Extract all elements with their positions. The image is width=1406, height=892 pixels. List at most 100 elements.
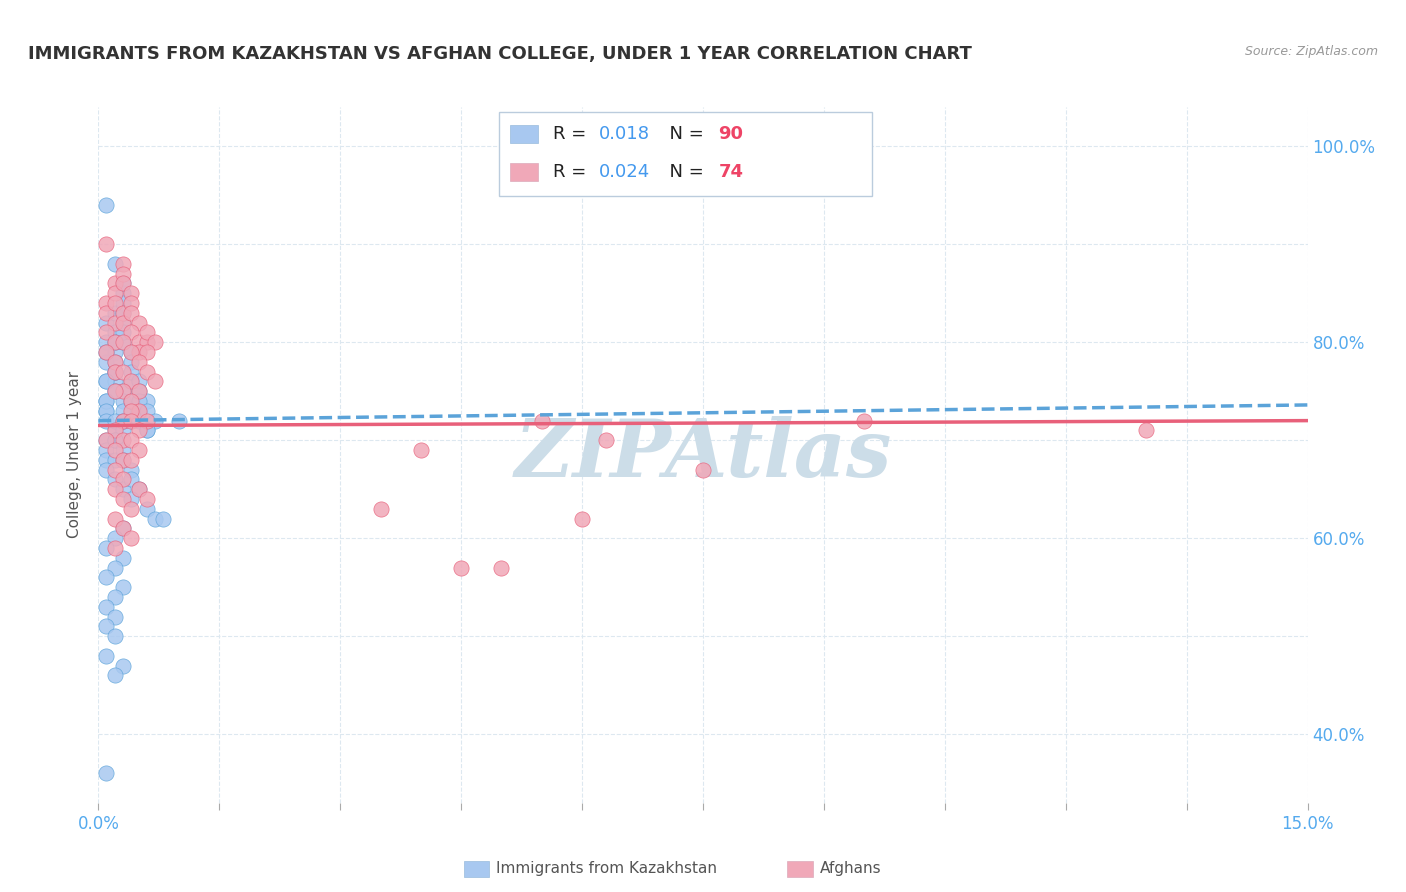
Point [111,521,134,535]
Text: ZIPAtlas: ZIPAtlas [515,417,891,493]
Text: IMMIGRANTS FROM KAZAKHSTAN VS AFGHAN COLLEGE, UNDER 1 YEAR CORRELATION CHART: IMMIGRANTS FROM KAZAKHSTAN VS AFGHAN COL… [28,45,972,62]
Point [96,599,118,614]
Point [96,375,118,389]
Point [96,462,118,476]
Point [103,316,125,330]
Point [96,434,118,448]
Point [167,414,190,428]
Point [135,501,157,516]
Point [103,365,125,379]
Point [103,384,125,399]
Point [135,414,157,428]
Point [111,550,134,565]
Point [491,560,513,574]
Point [111,580,134,594]
Point [103,424,125,438]
Point [143,375,166,389]
Point [103,335,125,350]
Point [96,452,118,467]
Point [450,560,472,574]
Point [103,326,125,340]
Point [103,452,125,467]
Point [128,316,150,330]
Point [120,414,142,428]
Point [409,443,432,458]
Point [103,424,125,438]
Point [111,286,134,301]
Point [120,345,142,359]
Point [120,306,142,320]
Point [128,424,150,438]
Point [135,424,157,438]
Point [128,482,150,496]
Point [128,394,150,409]
Point [111,365,134,379]
Point [111,335,134,350]
Point [96,345,118,359]
Point [103,629,125,643]
Point [103,296,125,310]
Text: Afghans: Afghans [820,862,882,876]
Point [111,472,134,486]
Point [111,452,134,467]
Point [128,404,150,418]
Point [135,326,157,340]
Point [103,277,125,291]
Point [111,443,134,458]
Point [111,491,134,506]
Point [111,316,134,330]
Point [96,355,118,369]
Point [111,482,134,496]
Point [111,384,134,399]
Y-axis label: College, Under 1 year: College, Under 1 year [67,371,83,539]
Text: 0.024: 0.024 [599,163,650,181]
Point [103,531,125,545]
Point [120,345,142,359]
Point [111,404,134,418]
Point [152,511,174,525]
Point [111,424,134,438]
Point [692,462,714,476]
Point [103,384,125,399]
Point [103,306,125,320]
Point [120,491,142,506]
Text: 0.018: 0.018 [599,125,650,143]
Point [135,394,157,409]
Point [143,511,166,525]
Point [128,404,150,418]
Point [111,277,134,291]
Point [128,384,150,399]
Point [135,404,157,418]
Point [103,609,125,624]
Point [128,345,150,359]
Point [111,658,134,673]
Point [128,375,150,389]
Point [111,452,134,467]
Point [96,404,118,418]
Point [103,541,125,555]
Point [111,434,134,448]
Point [103,384,125,399]
Point [111,296,134,310]
Point [103,365,125,379]
Point [120,434,142,448]
Point [111,394,134,409]
Point [111,414,134,428]
Text: R =: R = [553,125,592,143]
Point [103,668,125,682]
Point [120,326,142,340]
Point [128,384,150,399]
Point [135,365,157,379]
Point [103,590,125,604]
Point [120,452,142,467]
Point [103,472,125,486]
Point [103,462,125,476]
Point [530,414,553,428]
Point [111,384,134,399]
Point [96,316,118,330]
Point [111,335,134,350]
Point [143,335,166,350]
Point [571,511,593,525]
Point [111,326,134,340]
Point [103,511,125,525]
